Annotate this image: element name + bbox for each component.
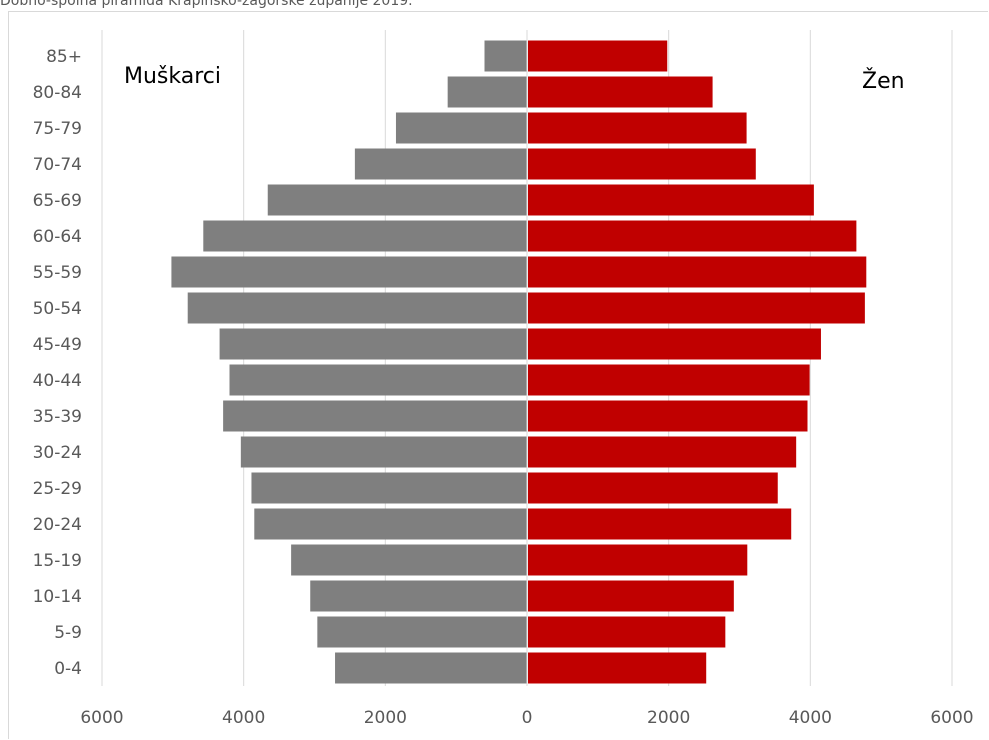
category-label: 25-29: [33, 479, 82, 499]
category-label: 5-9: [54, 623, 82, 643]
bar-men-75-79: [395, 112, 527, 144]
value-axis-labels: 6000 4000 2000 0 2000 4000 6000: [80, 708, 973, 728]
category-label: 75-79: [33, 119, 82, 139]
value-tick-label: 4000: [789, 708, 832, 728]
bar-women-75-79: [528, 112, 747, 144]
bars: [171, 40, 867, 684]
bar-men-60-64: [203, 220, 527, 252]
bar-women-5-9: [528, 616, 726, 648]
bar-women-15-19: [528, 544, 748, 576]
category-label: 80-84: [33, 83, 82, 103]
category-axis-labels: 85+ 80-84 75-79 70-74 65-69 60-64 55-59 50-54 45…: [33, 47, 82, 679]
value-tick-label: 6000: [930, 708, 973, 728]
bar-women-40-44: [528, 364, 810, 396]
bar-women-35-39: [528, 400, 808, 432]
bar-women-80-84: [528, 76, 713, 108]
category-label: 45-49: [33, 335, 82, 355]
bar-women-60-64: [528, 220, 857, 252]
annotation-women: Žen: [862, 68, 905, 94]
bar-men-40-44: [229, 364, 527, 396]
bar-women-45-49: [528, 328, 821, 360]
category-label: 55-59: [33, 263, 82, 283]
bar-men-45-49: [219, 328, 528, 360]
bar-men-10-14: [310, 580, 527, 612]
category-label: 40-44: [33, 371, 82, 391]
bar-men-20-24: [254, 508, 527, 540]
bar-men-85+: [484, 40, 527, 72]
bar-men-70-74: [354, 148, 527, 180]
category-label: 30-24: [33, 443, 82, 463]
chart-title: Dobno-spolna piramida Krapinsko-zagorske…: [0, 0, 413, 9]
bar-women-55-59: [528, 256, 867, 288]
bar-women-30-24: [528, 436, 797, 468]
category-label: 0-4: [54, 659, 82, 679]
category-label: 70-74: [33, 155, 82, 175]
bar-women-65-69: [528, 184, 814, 216]
value-tick-label: 0: [522, 708, 533, 728]
bar-men-80-84: [447, 76, 527, 108]
bar-women-20-24: [528, 508, 792, 540]
value-tick-label: 4000: [222, 708, 265, 728]
bar-men-15-19: [291, 544, 527, 576]
bar-men-65-69: [267, 184, 527, 216]
bar-men-35-39: [223, 400, 527, 432]
bar-women-50-54: [528, 292, 865, 324]
bar-men-30-24: [240, 436, 528, 468]
category-label: 20-24: [33, 515, 82, 535]
category-label: 85+: [46, 47, 82, 67]
category-label: 60-64: [33, 227, 82, 247]
category-label: 50-54: [33, 299, 82, 319]
value-tick-label: 6000: [80, 708, 123, 728]
bar-women-10-14: [528, 580, 734, 612]
category-label: 15-19: [33, 551, 82, 571]
bar-men-55-59: [171, 256, 527, 288]
bar-men-0-4: [335, 652, 527, 684]
annotation-men: Muškarci: [124, 64, 221, 89]
bar-women-85+: [528, 40, 668, 72]
value-tick-label: 2000: [364, 708, 407, 728]
bar-men-25-29: [251, 472, 528, 504]
category-label: 10-14: [33, 587, 82, 607]
category-label: 35-39: [33, 407, 82, 427]
bar-women-0-4: [528, 652, 707, 684]
chart-area: [8, 11, 988, 739]
category-label: 65-69: [33, 191, 82, 211]
bar-women-25-29: [528, 472, 778, 504]
bar-women-70-74: [528, 148, 756, 180]
bar-men-50-54: [187, 292, 528, 324]
value-tick-label: 2000: [647, 708, 690, 728]
bar-men-5-9: [317, 616, 527, 648]
